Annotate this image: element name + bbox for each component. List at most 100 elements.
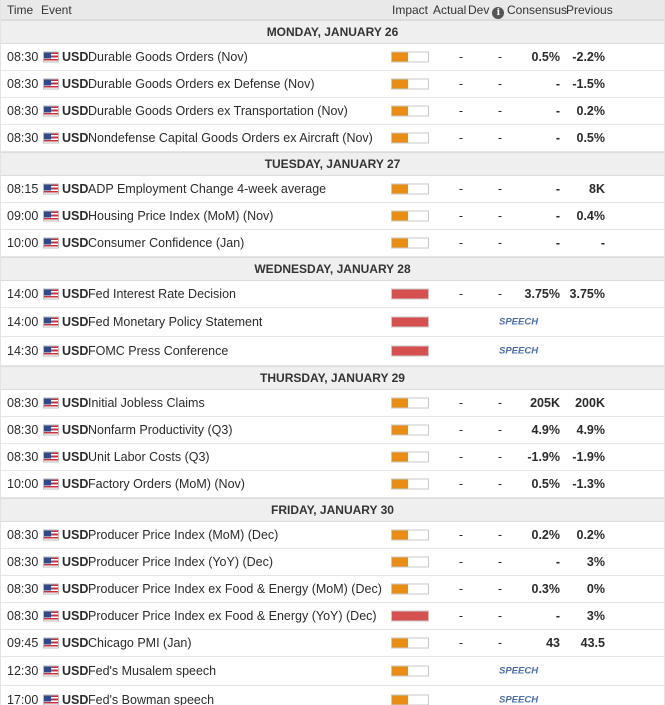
- event-actual: -: [458, 636, 464, 650]
- event-time: 08:30: [7, 528, 39, 542]
- event-row[interactable]: 08:30 USD Initial Jobless Claims - - 205…: [1, 390, 664, 417]
- event-row[interactable]: 08:30 USD Producer Price Index (MoM) (De…: [1, 522, 664, 549]
- event-name[interactable]: Initial Jobless Claims: [88, 396, 205, 410]
- event-name[interactable]: Housing Price Index (MoM) (Nov): [88, 209, 274, 223]
- header-consensus[interactable]: Consensus: [507, 3, 568, 17]
- event-name[interactable]: FOMC Press Conference: [88, 344, 229, 358]
- event-currency: USD: [62, 287, 89, 301]
- event-row[interactable]: 08:15 USD ADP Employment Change 4-week a…: [1, 176, 664, 203]
- event-actual: -: [458, 104, 464, 118]
- event-time: 08:30: [7, 50, 39, 64]
- event-name[interactable]: Consumer Confidence (Jan): [88, 236, 245, 250]
- impact-bar-fill: [392, 398, 409, 408]
- event-row[interactable]: 08:30 USD Unit Labor Costs (Q3) - - -1.9…: [1, 444, 664, 471]
- event-consensus: 43: [546, 636, 560, 650]
- event-previous: -1.5%: [572, 77, 605, 91]
- event-name[interactable]: Producer Price Index ex Food & Energy (Y…: [88, 609, 377, 623]
- event-name[interactable]: Producer Price Index (MoM) (Dec): [88, 528, 279, 542]
- event-row[interactable]: 09:45 USD Chicago PMI (Jan) - - 43 43.5: [1, 630, 664, 657]
- info-icon[interactable]: i: [492, 7, 505, 19]
- event-name[interactable]: Nonfarm Productivity (Q3): [88, 423, 233, 437]
- event-name[interactable]: Fed Interest Rate Decision: [88, 287, 236, 301]
- event-row[interactable]: 14:00 USD Fed Interest Rate Decision - -…: [1, 281, 664, 308]
- event-name[interactable]: Durable Goods Orders ex Transportation (…: [88, 104, 348, 118]
- event-row[interactable]: 17:00 USD Fed's Bowman speech SPEECH: [1, 686, 664, 705]
- event-actual: -: [458, 528, 464, 542]
- header-time[interactable]: Time: [7, 3, 34, 17]
- event-row[interactable]: 10:00 USD Factory Orders (MoM) (Nov) - -…: [1, 471, 664, 498]
- header-dev[interactable]: Dev i: [468, 3, 505, 19]
- us-flag-icon: [43, 51, 59, 63]
- event-row[interactable]: 12:30 USD Fed's Musalem speech SPEECH: [1, 657, 664, 686]
- event-name[interactable]: Durable Goods Orders (Nov): [88, 50, 248, 64]
- event-row[interactable]: 08:30 USD Nondefense Capital Goods Order…: [1, 125, 664, 152]
- us-flag-icon: [43, 316, 59, 328]
- event-time: 14:00: [7, 287, 39, 301]
- event-row[interactable]: 08:30 USD Producer Price Index (YoY) (De…: [1, 549, 664, 576]
- impact-bar: [391, 316, 429, 328]
- event-name[interactable]: Fed's Bowman speech: [88, 693, 215, 705]
- event-name[interactable]: Chicago PMI (Jan): [88, 636, 192, 650]
- event-row[interactable]: 08:30 USD Durable Goods Orders (Nov) - -…: [1, 44, 664, 71]
- impact-bar-fill: [392, 346, 428, 356]
- event-consensus: -: [555, 236, 560, 250]
- event-deviation: -: [497, 555, 503, 569]
- event-consensus: 0.2%: [531, 528, 561, 542]
- event-previous: 0.5%: [576, 131, 606, 145]
- event-name[interactable]: Producer Price Index (YoY) (Dec): [88, 555, 274, 569]
- event-actual: -: [458, 396, 464, 410]
- event-consensus: -1.9%: [527, 450, 560, 464]
- event-previous: 0.2%: [576, 528, 606, 542]
- event-name[interactable]: Producer Price Index ex Food & Energy (M…: [88, 582, 382, 596]
- event-row[interactable]: 08:30 USD Producer Price Index ex Food &…: [1, 603, 664, 630]
- event-row[interactable]: 10:00 USD Consumer Confidence (Jan) - - …: [1, 230, 664, 257]
- event-row[interactable]: 08:30 USD Durable Goods Orders ex Defens…: [1, 71, 664, 98]
- event-row[interactable]: 08:30 USD Durable Goods Orders ex Transp…: [1, 98, 664, 125]
- event-name[interactable]: Unit Labor Costs (Q3): [88, 450, 210, 464]
- event-row[interactable]: 14:30 USD FOMC Press Conference SPEECH: [1, 337, 664, 366]
- event-name[interactable]: Nondefense Capital Goods Orders ex Aircr…: [88, 131, 373, 145]
- day-groups: MONDAY, JANUARY 26 08:30 USD Durable Goo…: [1, 20, 664, 705]
- event-row[interactable]: 09:00 USD Housing Price Index (MoM) (Nov…: [1, 203, 664, 230]
- header-event[interactable]: Event: [41, 3, 72, 17]
- header-actual[interactable]: Actual: [433, 3, 467, 17]
- header-previous[interactable]: Previous: [566, 3, 613, 17]
- event-deviation: -: [497, 582, 503, 596]
- event-name[interactable]: ADP Employment Change 4-week average: [88, 182, 327, 196]
- impact-bar-fill: [392, 211, 409, 221]
- event-consensus: -: [555, 77, 560, 91]
- event-consensus: 205K: [530, 396, 560, 410]
- event-currency: USD: [62, 344, 89, 358]
- event-row[interactable]: 08:30 USD Producer Price Index ex Food &…: [1, 576, 664, 603]
- event-currency: USD: [62, 528, 89, 542]
- event-name[interactable]: Durable Goods Orders ex Defense (Nov): [88, 77, 315, 91]
- event-consensus: -: [555, 182, 560, 196]
- event-row[interactable]: 08:30 USD Nonfarm Productivity (Q3) - - …: [1, 417, 664, 444]
- event-consensus: 0.3%: [531, 582, 561, 596]
- event-row[interactable]: 14:00 USD Fed Monetary Policy Statement …: [1, 308, 664, 337]
- impact-bar-fill: [392, 52, 409, 62]
- impact-bar-fill: [392, 184, 409, 194]
- event-time: 14:30: [7, 344, 39, 358]
- event-previous: 200K: [575, 396, 605, 410]
- event-name[interactable]: Fed's Musalem speech: [88, 664, 217, 678]
- day-header: MONDAY, JANUARY 26: [1, 20, 664, 44]
- event-name[interactable]: Factory Orders (MoM) (Nov): [88, 477, 245, 491]
- event-name[interactable]: Fed Monetary Policy Statement: [88, 315, 263, 329]
- event-previous: 0%: [586, 582, 605, 596]
- event-previous: 3%: [586, 555, 605, 569]
- event-deviation: -: [497, 477, 503, 491]
- impact-bar-fill: [392, 584, 409, 594]
- event-deviation: -: [497, 636, 503, 650]
- event-currency: USD: [62, 104, 89, 118]
- event-currency: USD: [62, 182, 89, 196]
- impact-bar-fill: [392, 611, 428, 621]
- impact-bar: [391, 610, 429, 622]
- impact-bar-fill: [392, 557, 409, 567]
- impact-bar: [391, 345, 429, 357]
- event-time: 08:30: [7, 450, 39, 464]
- event-previous: -1.3%: [572, 477, 605, 491]
- impact-bar: [391, 529, 429, 541]
- event-actual: -: [458, 182, 464, 196]
- header-impact[interactable]: Impact: [392, 3, 429, 17]
